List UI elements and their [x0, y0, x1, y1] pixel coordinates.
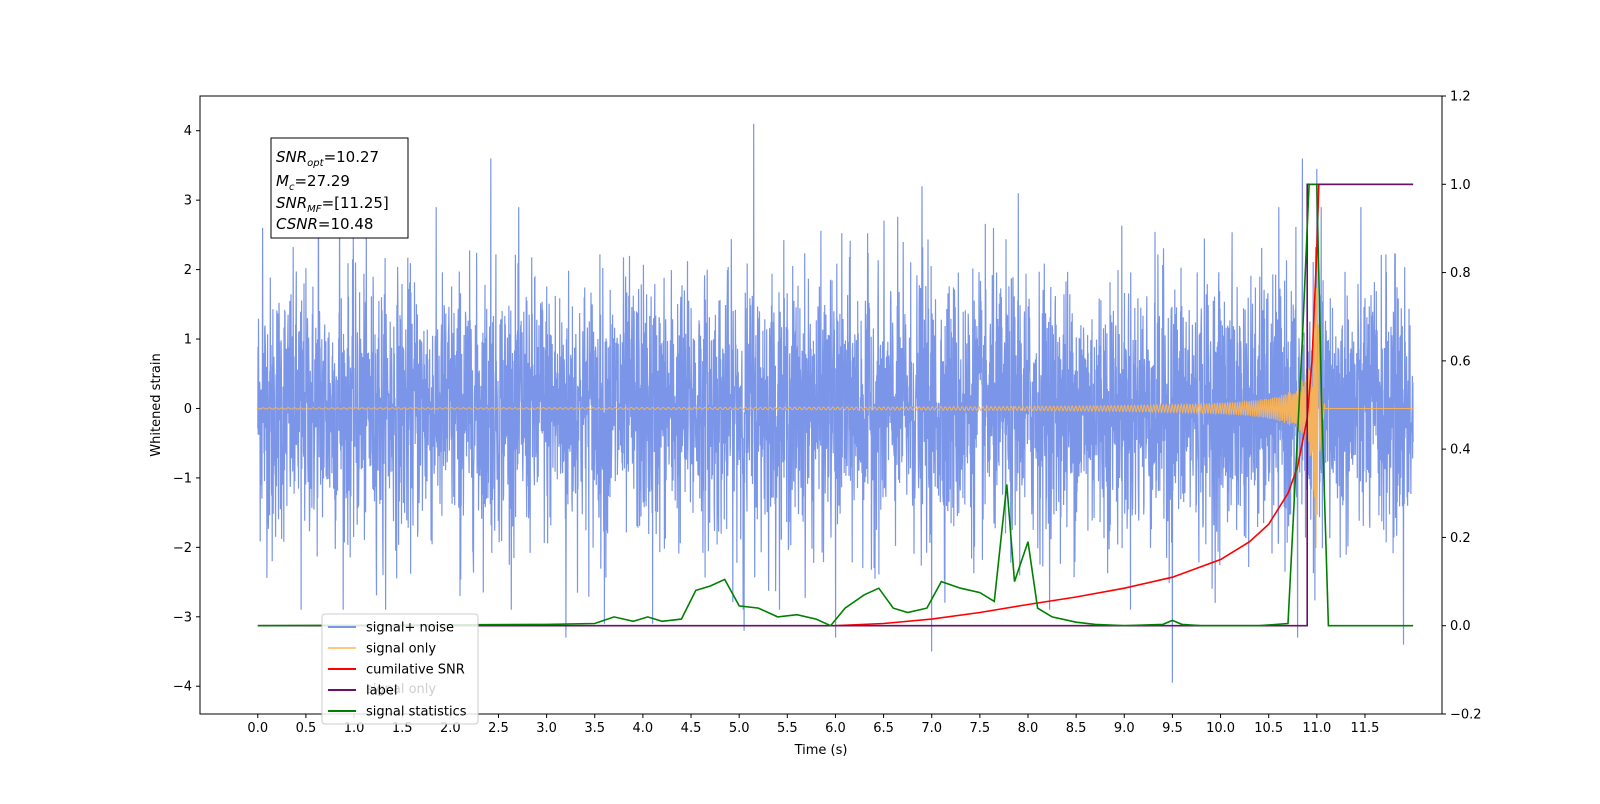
- x-tick-label: 8.0: [1018, 721, 1039, 736]
- stats-box-frame: [270, 137, 409, 239]
- stat-snr-opt-value: =10.27: [324, 148, 380, 166]
- x-tick-label: 4.0: [633, 721, 654, 736]
- x-tick-label: 10.5: [1254, 721, 1283, 736]
- x-tick-label: 8.5: [1066, 721, 1087, 736]
- legend-entries: signal+ noise signal only cumilative SNR la…: [328, 621, 467, 720]
- x-tick-label: 5.0: [729, 721, 750, 736]
- x-tick-label: 0.0: [247, 721, 268, 736]
- y2-tick-label: 0.8: [1450, 266, 1471, 281]
- x-tick-label: 5.5: [777, 721, 798, 736]
- x-tick-label: 7.5: [970, 721, 991, 736]
- legend-ghost-text: signal only: [366, 682, 436, 697]
- y2-tick-label: 1.0: [1450, 178, 1471, 193]
- x-tick-label: 1.5: [392, 721, 413, 736]
- x-axis-ticks: 0.0 0.5 1.0 1.5 2.0 2.5 3.0 3.5 4.0 4.5 5.0 5.5 6.0 6…: [247, 714, 1379, 736]
- series-label: [257, 183, 1414, 627]
- stat-mc-value: =27.29: [294, 172, 350, 190]
- legend-label: signal only: [366, 642, 436, 657]
- series-signal-noise: [257, 123, 1414, 683]
- x-tick-label: 9.0: [1114, 721, 1135, 736]
- y2-tick-label: 0.2: [1450, 531, 1471, 546]
- x-tick-label: 2.0: [440, 721, 461, 736]
- y-tick-label: −4: [173, 680, 192, 695]
- stat-snr-mf-sub: MF: [307, 204, 322, 215]
- x-tick-label: 3.5: [584, 721, 605, 736]
- y-tick-label: 0: [184, 402, 192, 417]
- stat-snr-mf: SNRMF=[11.25]: [276, 194, 389, 215]
- legend-frame: [321, 613, 479, 725]
- legend-label: signal statistics: [366, 705, 467, 720]
- x-tick-label: 9.5: [1162, 721, 1183, 736]
- y-tick-label: −3: [173, 610, 192, 625]
- legend-label: label: [366, 684, 397, 699]
- y2-tick-label: 1.2: [1450, 90, 1471, 105]
- stat-csnr-value: =10.48: [318, 215, 374, 233]
- series-signal-statistics: [257, 183, 1414, 627]
- x-tick-label: 11.5: [1351, 721, 1380, 736]
- x-tick-label: 6.5: [873, 721, 894, 736]
- x-tick-label: 11.0: [1302, 721, 1331, 736]
- y2-tick-label: 0.6: [1450, 354, 1471, 369]
- x-tick-label: 7.0: [921, 721, 942, 736]
- x-tick-label: 0.5: [296, 721, 317, 736]
- plot-area: [257, 123, 1414, 683]
- series-signal-only: [257, 283, 1414, 548]
- y-tick-label: 2: [184, 263, 192, 278]
- stat-mc-sub: c: [289, 182, 295, 193]
- stat-csnr: CSNR=10.48: [276, 215, 373, 233]
- legend-label: cumilative SNR: [366, 663, 465, 678]
- y-tick-label: 3: [184, 194, 192, 209]
- series-cumulative-snr: [835, 183, 1414, 627]
- x-axis-label: Time (s): [794, 743, 848, 758]
- x-tick-label: 4.5: [681, 721, 702, 736]
- y-axis-ticks: 4 3 2 1 0 −1 −2 −3 −4: [173, 124, 200, 695]
- stat-snr-mf-value: =[11.25]: [322, 194, 389, 212]
- y-tick-label: 1: [184, 333, 192, 348]
- y2-tick-label: 0.4: [1450, 443, 1471, 458]
- y-tick-label: 4: [184, 124, 192, 139]
- x-tick-label: 1.0: [344, 721, 365, 736]
- y2-axis-ticks: 1.2 1.0 0.8 0.6 0.4 0.2 0.0 −0.2: [1442, 90, 1482, 723]
- x-tick-label: 10.0: [1206, 721, 1235, 736]
- stat-snr-opt: SNRopt=10.27: [276, 148, 379, 169]
- x-tick-label: 3.0: [536, 721, 557, 736]
- legend-label: signal+ noise: [366, 621, 454, 636]
- legend: signal only signal+ noise signal only cumi…: [321, 613, 479, 725]
- y2-tick-label: 0.0: [1450, 619, 1471, 634]
- y-tick-label: −1: [173, 471, 192, 486]
- stat-snr-mf-base: SNR: [276, 194, 307, 212]
- axes-frame: [199, 95, 1443, 715]
- stats-annotation-box: SNRopt=10.27 Mc=27.29 SNRMF=[11.25] CSNR…: [270, 137, 409, 239]
- y-axis-label: Whitened strain: [149, 353, 164, 456]
- x-tick-label: 2.5: [488, 721, 509, 736]
- stat-snr-opt-base: SNR: [276, 148, 307, 166]
- stat-mc: Mc=27.29: [276, 172, 350, 193]
- stat-mc-base: M: [276, 172, 289, 190]
- stat-csnr-base: CSNR: [276, 215, 318, 233]
- y-tick-label: −2: [173, 541, 192, 556]
- x-tick-label: 6.0: [825, 721, 846, 736]
- y2-tick-label: −0.2: [1450, 708, 1482, 723]
- stat-snr-opt-sub: opt: [307, 158, 324, 169]
